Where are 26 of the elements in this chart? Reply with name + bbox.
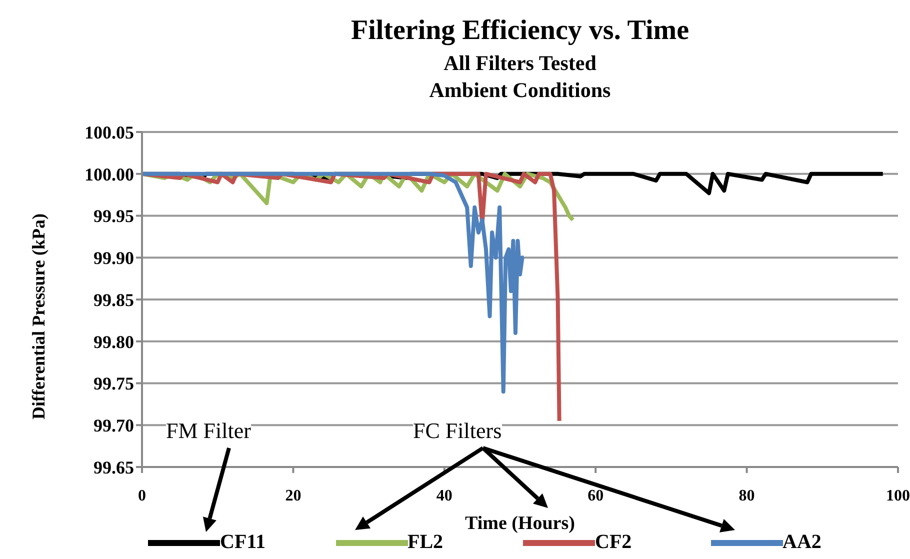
legend-label: AA2 bbox=[782, 531, 822, 554]
annotation: FC Filters bbox=[413, 418, 502, 444]
y-tick-label: 99.70 bbox=[94, 416, 134, 436]
y-tick-label: 99.90 bbox=[94, 248, 134, 268]
x-tick-label: 60 bbox=[588, 487, 604, 504]
legend-label: CF2 bbox=[595, 531, 632, 554]
y-tick-label: 100.05 bbox=[84, 122, 134, 142]
x-tick-label: 100 bbox=[886, 487, 910, 504]
y-tick-label: 99.65 bbox=[94, 457, 134, 478]
x-axis-title: Time (Hours) bbox=[465, 513, 575, 534]
y-tick-label: 99.85 bbox=[94, 290, 134, 310]
y-tick-label: 99.95 bbox=[94, 206, 134, 226]
annotation: FM Filter bbox=[166, 418, 251, 444]
x-tick-label: 20 bbox=[285, 487, 302, 504]
line-series bbox=[142, 172, 526, 394]
y-tick-label: 100.00 bbox=[84, 164, 134, 184]
x-tick-label: 40 bbox=[436, 487, 452, 504]
y-tick-label: 99.80 bbox=[94, 332, 134, 352]
y-axis-title: Differential Pressure (kPa) bbox=[28, 214, 48, 420]
legend-label: FL2 bbox=[408, 531, 444, 554]
x-tick-label: 0 bbox=[138, 487, 146, 504]
y-tick-label: 99.75 bbox=[94, 374, 134, 394]
legend-label: CF11 bbox=[220, 531, 266, 554]
chart-title: Filtering Efficiency vs. Time bbox=[350, 14, 690, 48]
x-tick-label: 80 bbox=[738, 487, 755, 504]
chart-subtitle: All Filters Tested Ambient Conditions bbox=[428, 50, 612, 104]
